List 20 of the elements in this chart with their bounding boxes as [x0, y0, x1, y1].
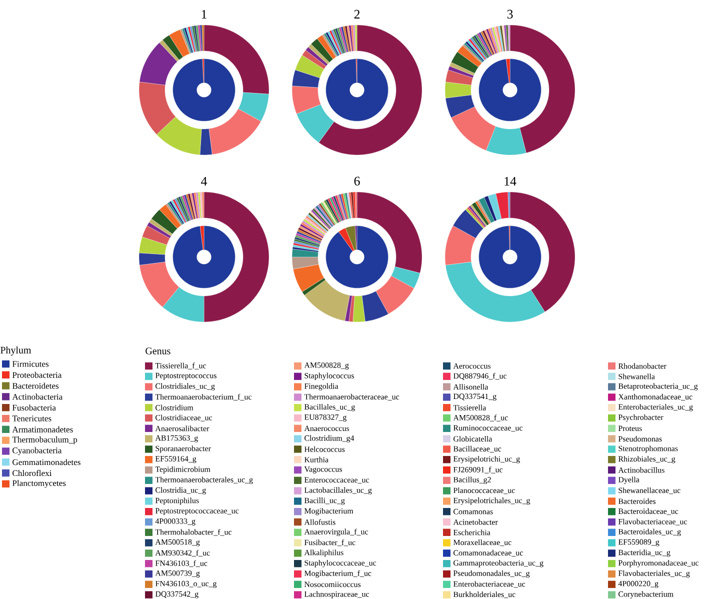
legend-label: Armatimonadetes	[12, 426, 73, 432]
chart-title: 3	[507, 10, 513, 18]
legend-label: Actinobacteria	[12, 394, 63, 400]
legend-label: Cyanobacteria	[12, 447, 62, 456]
chart-title: 6	[354, 176, 360, 186]
chart-title: 14	[504, 176, 516, 186]
legend-label: Proteobacteria	[12, 372, 62, 378]
legend-label: Thermobaculum_p	[12, 436, 78, 444]
legend-title: Genus	[146, 348, 170, 354]
legend-label: Tenericutes	[12, 416, 52, 422]
legend-label: Gemmatimonadetes	[12, 459, 80, 466]
legend-label: Firmicutes	[12, 361, 49, 367]
chart-title: 4	[201, 176, 208, 186]
chart-title: 2	[354, 10, 360, 18]
legend-title: Phylum	[0, 346, 32, 356]
legend-label: Bacteroidetes	[12, 382, 59, 389]
chart-title: 1	[202, 10, 206, 18]
legend-label: Chloroflexi	[12, 470, 52, 476]
legend-label: Planctomycetes	[12, 480, 66, 488]
legend-label: Fusobacteria	[12, 404, 56, 411]
